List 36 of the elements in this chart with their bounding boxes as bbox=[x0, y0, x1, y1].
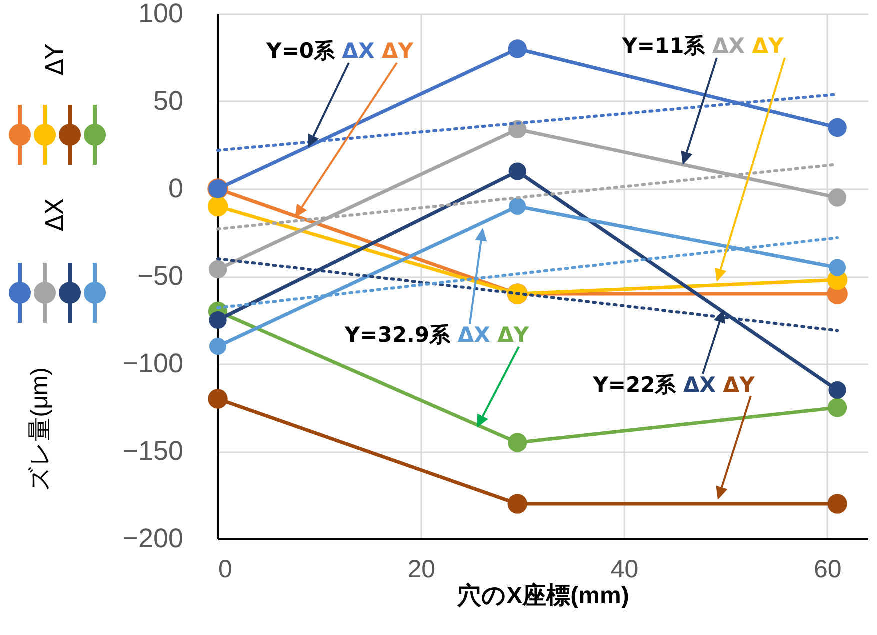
y-tick-label: −100 bbox=[122, 348, 184, 378]
point bbox=[509, 198, 526, 215]
y-tick-label: −200 bbox=[122, 524, 184, 554]
point bbox=[828, 398, 848, 418]
annotation: Y=0系 ΔX ΔY bbox=[266, 39, 414, 63]
point bbox=[508, 494, 528, 514]
x-axis-title: 穴のX座標(mm) bbox=[456, 582, 630, 610]
annotation: Y=32.9系 ΔX ΔY bbox=[344, 323, 530, 347]
text: ΔX bbox=[41, 198, 69, 232]
x-tick-label: 20 bbox=[408, 556, 436, 584]
y-tick-label: 0 bbox=[168, 174, 184, 204]
y-tick-label: −50 bbox=[138, 261, 184, 291]
text: ΔY bbox=[41, 44, 69, 76]
point bbox=[828, 494, 848, 514]
point bbox=[829, 259, 846, 276]
annotation: Y=22系 ΔX ΔY bbox=[592, 373, 756, 397]
annotation: Y=11系 ΔX ΔY bbox=[621, 34, 785, 58]
point bbox=[828, 118, 847, 138]
point bbox=[209, 311, 227, 330]
x-tick-label: 0 bbox=[218, 556, 232, 584]
point bbox=[508, 40, 527, 58]
y-tick-label: 100 bbox=[138, 0, 184, 28]
point bbox=[508, 433, 528, 452]
point bbox=[508, 162, 526, 180]
y-tick-label: 50 bbox=[153, 86, 184, 116]
point bbox=[508, 120, 527, 139]
x-tick-label: 40 bbox=[610, 556, 639, 584]
point bbox=[208, 196, 228, 217]
point bbox=[828, 188, 847, 207]
point bbox=[828, 381, 846, 400]
point bbox=[208, 389, 228, 409]
point bbox=[208, 260, 228, 279]
x-tick-label: 60 bbox=[814, 556, 842, 584]
point bbox=[209, 338, 227, 355]
y-axis-title: ズレ量(μm) bbox=[26, 368, 54, 492]
y-tick-label: −150 bbox=[122, 436, 184, 466]
